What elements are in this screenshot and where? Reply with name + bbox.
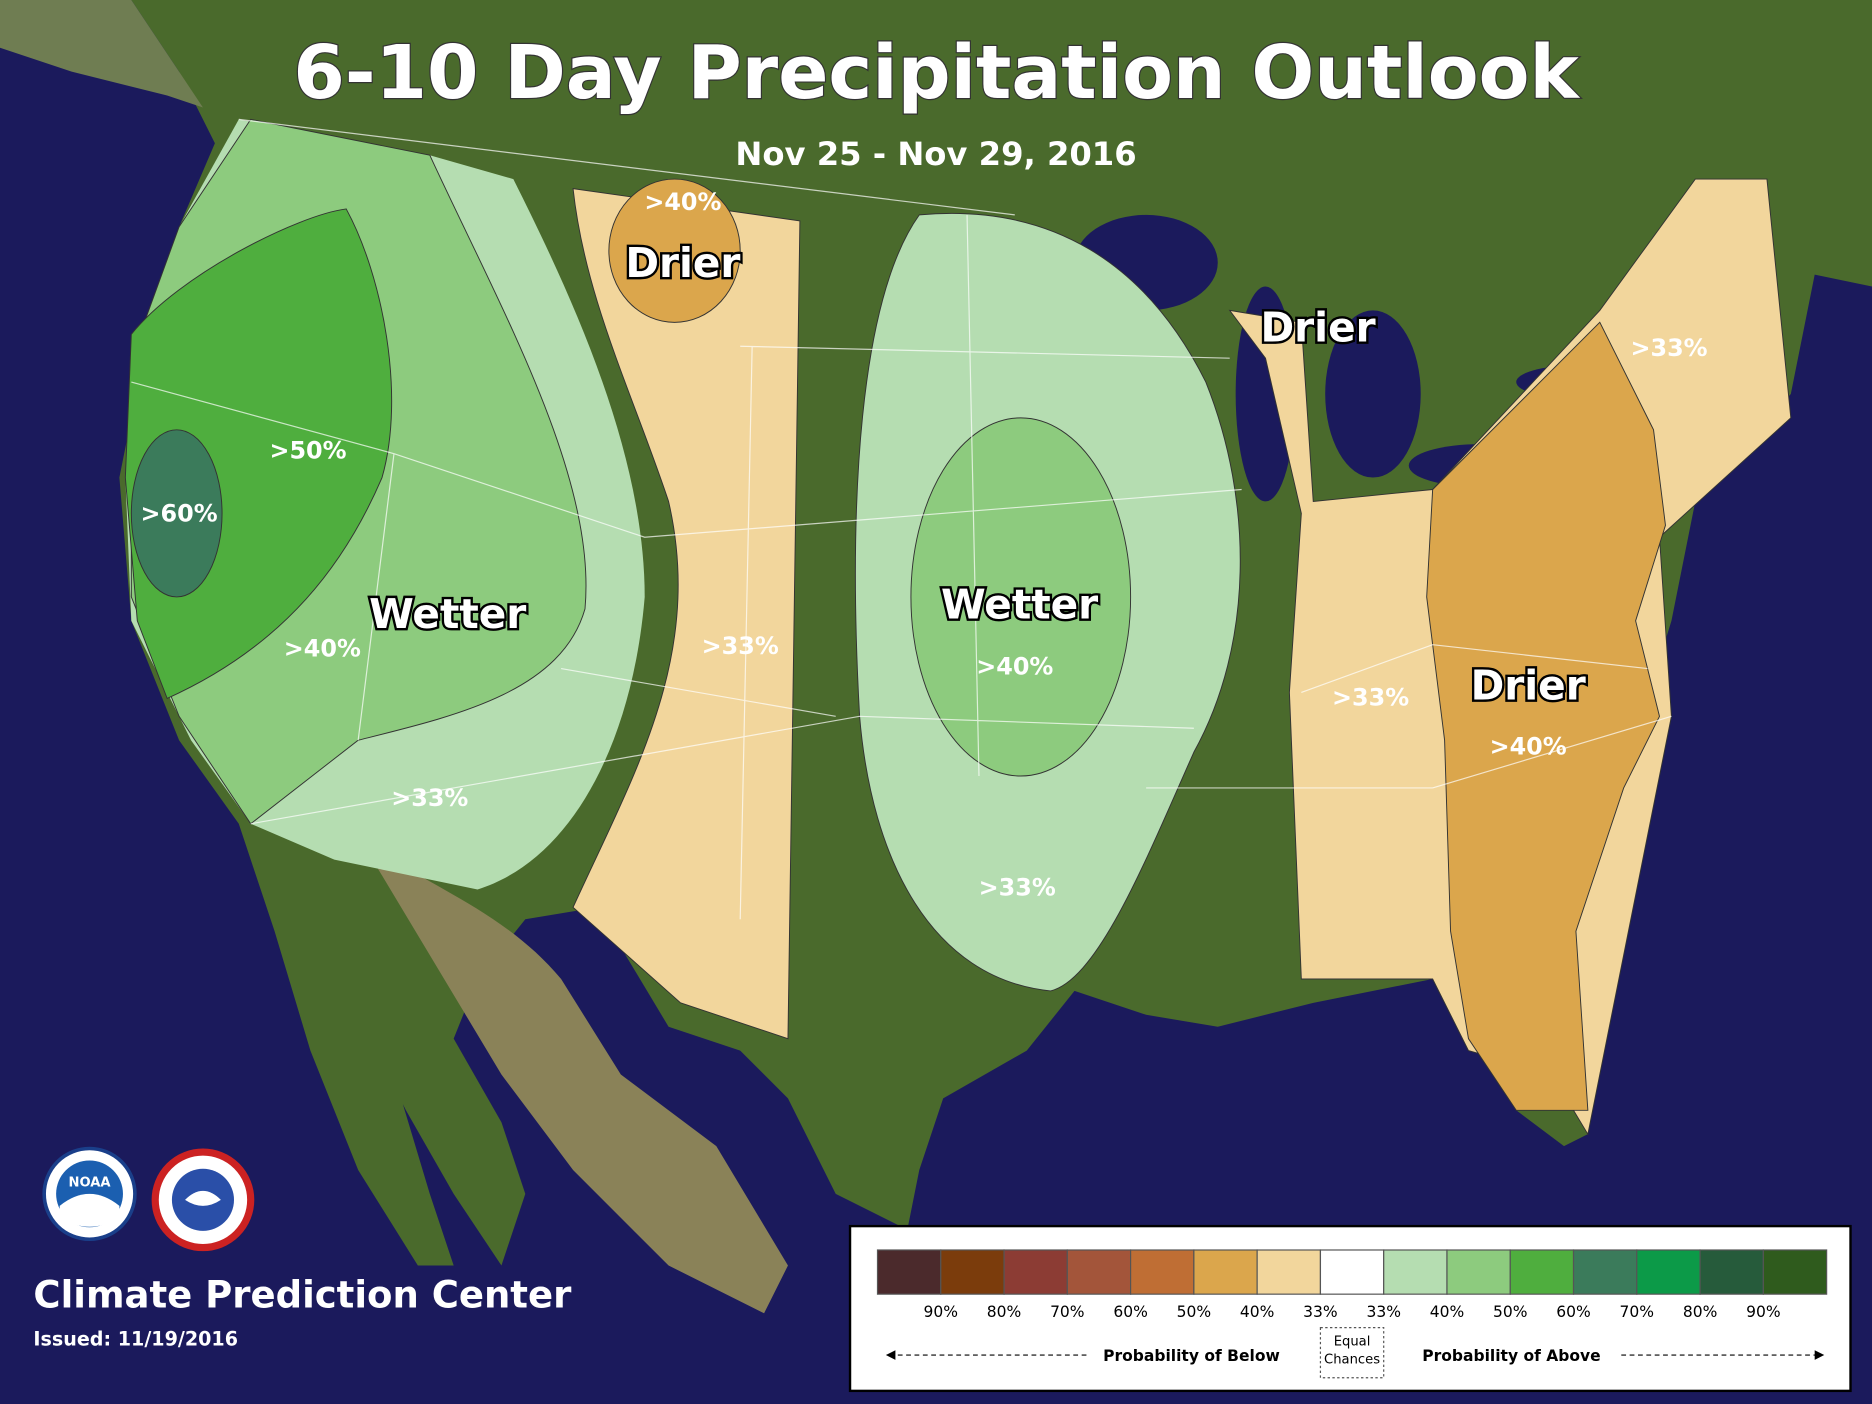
wetter-label: Wetter [941,580,1098,628]
legend-label: 40% [1430,1303,1465,1321]
state-lines [131,118,1672,920]
region-above-60 [130,429,223,598]
probability-label: >60% [141,500,218,528]
legend-swatch [940,1249,1005,1295]
probability-label: >33% [1630,334,1707,362]
legend-swatch [1003,1249,1068,1295]
region-below-40 [1426,321,1666,1111]
legend-swatch [1193,1249,1258,1295]
legend-swatch [1130,1249,1195,1295]
probability-label: >33% [1332,684,1409,712]
legend-swatch [1383,1249,1448,1295]
agency-name: Climate Prediction Center [33,1273,572,1316]
legend-label: 60% [1556,1303,1591,1321]
legend-label: 33% [1303,1303,1338,1321]
legend-label: 50% [1493,1303,1528,1321]
subtitle: Nov 25 - Nov 29, 2016 [735,135,1136,173]
noaa-text: NOAA [68,1176,111,1191]
legend-swatch [1699,1249,1764,1295]
equal-box [1319,1326,1385,1379]
legend-swatch [1636,1249,1701,1295]
probability-label: >33% [702,632,779,660]
probability-label: >50% [269,436,346,464]
legend-label: 70% [1620,1303,1655,1321]
nws-logo [151,1148,255,1252]
below-arrowhead [885,1350,896,1360]
probability-label: >40% [1490,733,1567,761]
below-caption: Probability of Below [1103,1347,1280,1365]
drier-label: Drier [625,239,740,287]
drier-label: Drier [1471,662,1586,710]
legend-label: 33% [1366,1303,1401,1321]
probability-label: >40% [284,635,361,663]
mexico-desert [358,835,788,1314]
probability-label: >40% [976,653,1053,681]
probability-label: >33% [391,784,468,812]
probability-label: >33% [979,873,1056,901]
legend-swatch [1509,1249,1575,1295]
above-caption: Probability of Above [1422,1347,1600,1365]
legend-label: 50% [1177,1303,1212,1321]
equal-caption-box: Equal Chances [1324,1333,1381,1367]
equal-caption: Equal Chances [1324,1333,1381,1367]
legend-label: 90% [924,1303,959,1321]
legend-swatch [1572,1249,1638,1295]
wetter-label: Wetter [369,590,526,638]
legend-label: 70% [1050,1303,1085,1321]
title: 6-10 Day Precipitation Outlook [293,30,1580,116]
legend-swatch [1762,1249,1828,1295]
probability-label: >40% [644,188,721,216]
legend-label: 80% [1683,1303,1718,1321]
issued-date: Issued: 11/19/2016 [33,1328,238,1351]
region-below-33 [572,188,801,1040]
lake [1325,310,1421,478]
region-below-40 [608,178,741,323]
noaa-logo: NOAA [42,1146,137,1242]
legend-swatch [1066,1249,1132,1295]
legend-swatch [1319,1249,1385,1295]
region-above-40 [910,417,1132,777]
land-north [0,0,203,108]
legend: Probability of Below Probability of Abov… [848,1224,1852,1393]
legend-label: 90% [1746,1303,1781,1321]
drier-label: Drier [1260,303,1375,351]
legend-swatch [1256,1249,1322,1295]
legend-swatch [1446,1249,1511,1295]
above-arrowhead [1814,1350,1825,1360]
legend-label: 40% [1240,1303,1275,1321]
legend-swatch [876,1249,942,1295]
legend-label: 80% [987,1303,1022,1321]
legend-label: 60% [1113,1303,1148,1321]
